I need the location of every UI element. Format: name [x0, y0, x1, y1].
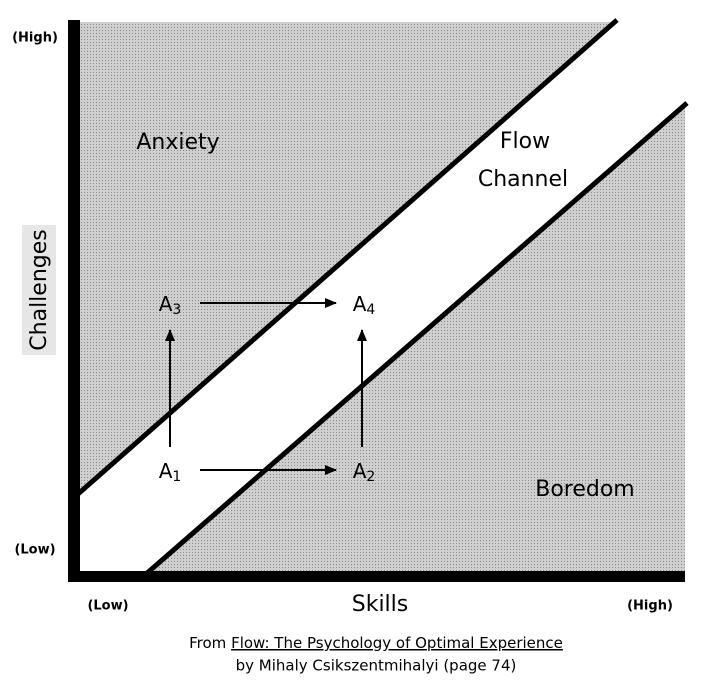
point-label: A3 — [159, 292, 182, 319]
y-high: (High) — [12, 31, 58, 46]
caption-book: Flow: The Psychology of Optimal Experien… — [231, 634, 563, 652]
point-letter: A — [353, 292, 367, 316]
point-subscript: 2 — [366, 469, 375, 485]
point-subscript: 3 — [172, 302, 181, 318]
point-subscript: 4 — [366, 302, 375, 318]
caption-prefix: From — [189, 634, 226, 652]
point-label: A2 — [353, 459, 376, 486]
x-axis — [68, 571, 685, 582]
point-subscript: 1 — [172, 469, 181, 485]
y-label: Challenges — [27, 229, 52, 350]
flow-label: Flow — [500, 129, 550, 154]
upper-boundary — [76, 18, 619, 496]
y-low: (Low) — [14, 543, 55, 558]
channel-label: Channel — [478, 167, 568, 192]
x-high: (High) — [627, 599, 673, 614]
y-label-bg — [22, 225, 56, 355]
caption-line1: From Flow: The Psychology of Optimal Exp… — [189, 634, 563, 652]
x-low: (Low) — [87, 599, 128, 614]
anxiety-label: Anxiety — [136, 130, 219, 155]
point-label: A4 — [353, 292, 376, 319]
point-letter: A — [159, 459, 173, 483]
x-label: Skills — [352, 592, 409, 617]
point-letter: A — [353, 459, 367, 483]
lower-boundary — [144, 101, 689, 576]
point-label: A1 — [159, 459, 182, 486]
point-letter: A — [159, 292, 173, 316]
caption-line2: by Mihaly Csikszentmihalyi (page 74) — [236, 657, 517, 675]
boredom-label: Boredom — [535, 477, 635, 502]
y-axis — [68, 20, 80, 582]
